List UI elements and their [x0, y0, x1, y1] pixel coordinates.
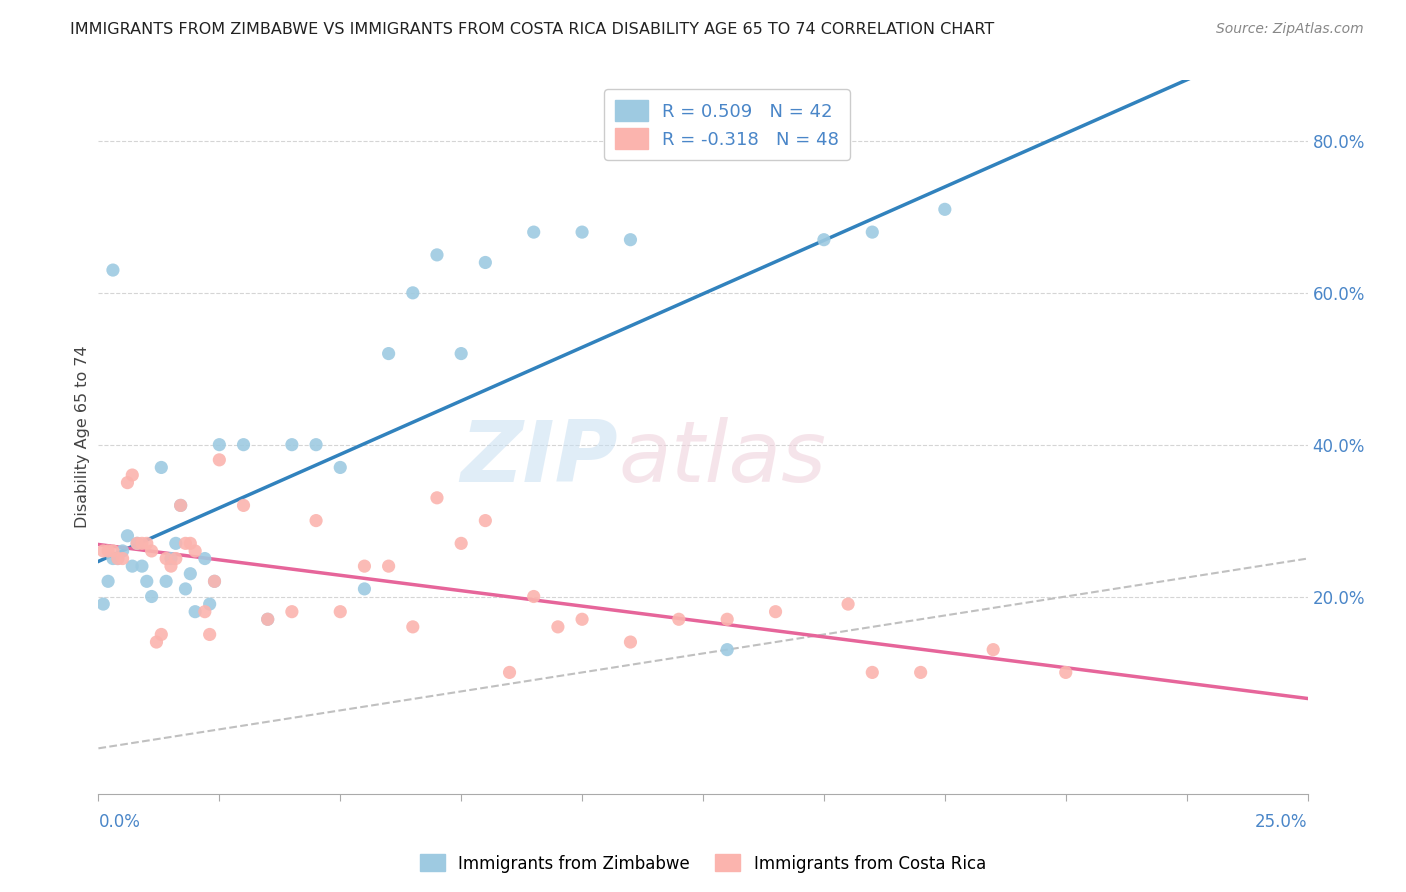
Point — [194, 605, 217, 619]
Point — [165, 551, 187, 566]
Text: ZIP: ZIP — [461, 417, 619, 500]
Point — [141, 590, 163, 604]
Point — [329, 605, 352, 619]
Point — [256, 612, 278, 626]
Point — [305, 514, 328, 528]
Point — [97, 544, 120, 558]
Point — [198, 597, 221, 611]
Point — [165, 536, 187, 550]
Text: IMMIGRANTS FROM ZIMBABWE VS IMMIGRANTS FROM COSTA RICA DISABILITY AGE 65 TO 74 C: IMMIGRANTS FROM ZIMBABWE VS IMMIGRANTS F… — [70, 22, 994, 37]
Point — [305, 438, 328, 452]
Point — [860, 665, 883, 680]
Legend: Immigrants from Zimbabwe, Immigrants from Costa Rica: Immigrants from Zimbabwe, Immigrants fro… — [413, 847, 993, 880]
Text: 25.0%: 25.0% — [1256, 813, 1308, 830]
Point — [107, 551, 129, 566]
Point — [619, 635, 641, 649]
Point — [97, 574, 120, 589]
Point — [198, 627, 221, 641]
Point — [150, 460, 173, 475]
Point — [204, 574, 226, 589]
Point — [426, 248, 449, 262]
Point — [117, 475, 139, 490]
Point — [860, 225, 883, 239]
Point — [571, 612, 593, 626]
Point — [179, 566, 201, 581]
Point — [117, 529, 139, 543]
Point — [127, 536, 149, 550]
Point — [101, 551, 124, 566]
Point — [426, 491, 449, 505]
Point — [155, 551, 177, 566]
Point — [353, 582, 375, 596]
Point — [179, 536, 201, 550]
Point — [450, 346, 472, 360]
Point — [450, 536, 472, 550]
Point — [101, 544, 124, 558]
Point — [204, 574, 226, 589]
Point — [145, 635, 167, 649]
Point — [281, 605, 304, 619]
Point — [160, 551, 183, 566]
Point — [837, 597, 859, 611]
Point — [910, 665, 932, 680]
Text: 0.0%: 0.0% — [98, 813, 141, 830]
Point — [256, 612, 278, 626]
Y-axis label: Disability Age 65 to 74: Disability Age 65 to 74 — [75, 346, 90, 528]
Point — [474, 514, 496, 528]
Point — [353, 559, 375, 574]
Point — [174, 536, 197, 550]
Point — [127, 536, 149, 550]
Point — [498, 665, 520, 680]
Point — [377, 346, 399, 360]
Point — [232, 499, 254, 513]
Point — [232, 438, 254, 452]
Point — [155, 574, 177, 589]
Point — [208, 453, 231, 467]
Point — [111, 544, 134, 558]
Point — [619, 233, 641, 247]
Point — [981, 642, 1004, 657]
Point — [160, 559, 183, 574]
Point — [135, 574, 157, 589]
Point — [184, 544, 207, 558]
Point — [474, 255, 496, 269]
Point — [208, 438, 231, 452]
Point — [716, 642, 738, 657]
Text: Source: ZipAtlas.com: Source: ZipAtlas.com — [1216, 22, 1364, 37]
Point — [668, 612, 690, 626]
Point — [131, 536, 153, 550]
Point — [329, 460, 352, 475]
Point — [813, 233, 835, 247]
Point — [135, 536, 157, 550]
Point — [934, 202, 956, 217]
Point — [765, 605, 787, 619]
Point — [91, 544, 114, 558]
Point — [121, 559, 143, 574]
Point — [111, 551, 134, 566]
Point — [716, 612, 738, 626]
Point — [184, 605, 207, 619]
Legend: R = 0.509   N = 42, R = -0.318   N = 48: R = 0.509 N = 42, R = -0.318 N = 48 — [605, 89, 849, 160]
Point — [121, 468, 143, 483]
Point — [174, 582, 197, 596]
Point — [571, 225, 593, 239]
Point — [402, 285, 425, 300]
Point — [169, 499, 191, 513]
Point — [1054, 665, 1077, 680]
Point — [194, 551, 217, 566]
Point — [523, 590, 546, 604]
Point — [169, 499, 191, 513]
Text: atlas: atlas — [619, 417, 827, 500]
Point — [547, 620, 569, 634]
Point — [523, 225, 546, 239]
Point — [101, 263, 124, 277]
Point — [281, 438, 304, 452]
Point — [131, 559, 153, 574]
Point — [107, 551, 129, 566]
Point — [377, 559, 399, 574]
Point — [91, 597, 114, 611]
Point — [141, 544, 163, 558]
Point — [150, 627, 173, 641]
Point — [402, 620, 425, 634]
